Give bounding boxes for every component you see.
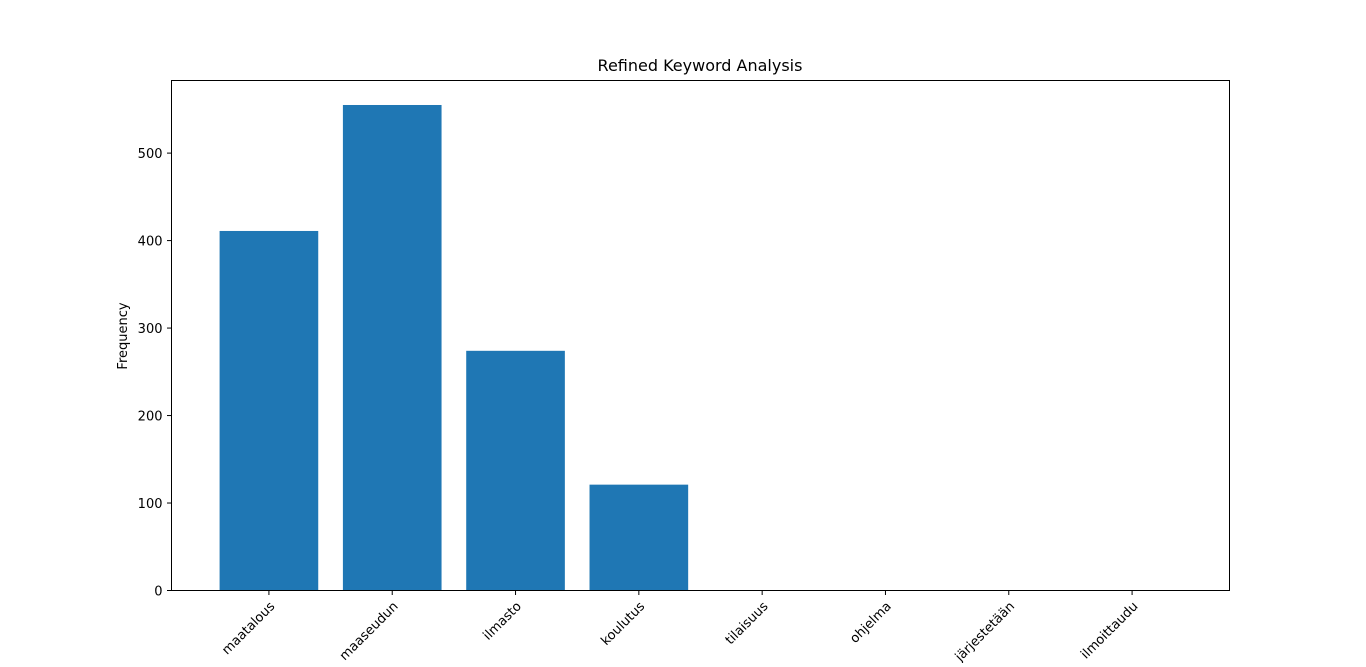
y-tick-label: 0: [154, 585, 162, 600]
y-tick-label: 500: [138, 147, 163, 162]
plot-area-frame: [171, 80, 1230, 591]
y-axis-label: Frequency: [116, 302, 131, 369]
chart-title: Refined Keyword Analysis: [598, 56, 803, 75]
bar: [466, 350, 565, 591]
y-tick-label: 400: [138, 235, 163, 250]
y-tick-label: 200: [138, 410, 163, 425]
bar: [219, 230, 319, 591]
bar: [589, 484, 689, 591]
bars-layer: [219, 104, 689, 591]
y-axis-ticks: 0 100 200 300 400 500: [138, 147, 172, 600]
bar: [342, 104, 442, 591]
y-tick-label: 300: [138, 322, 163, 337]
y-tick-label: 100: [138, 497, 163, 512]
